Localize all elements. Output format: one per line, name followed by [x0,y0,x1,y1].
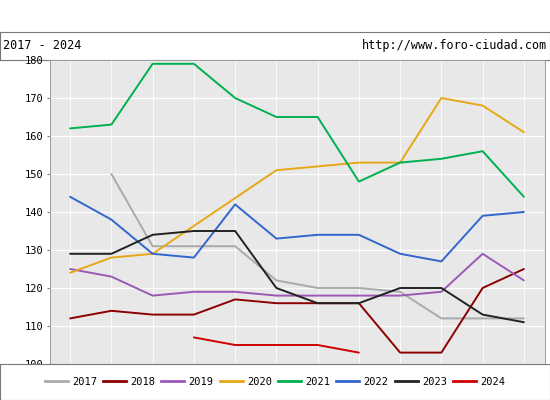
Text: http://www.foro-ciudad.com: http://www.foro-ciudad.com [362,40,547,52]
Legend: 2017, 2018, 2019, 2020, 2021, 2022, 2023, 2024: 2017, 2018, 2019, 2020, 2021, 2022, 2023… [41,373,509,391]
Text: Evolucion del paro registrado en Navacerrada: Evolucion del paro registrado en Navacer… [107,8,443,24]
Text: 2017 - 2024: 2017 - 2024 [3,40,81,52]
